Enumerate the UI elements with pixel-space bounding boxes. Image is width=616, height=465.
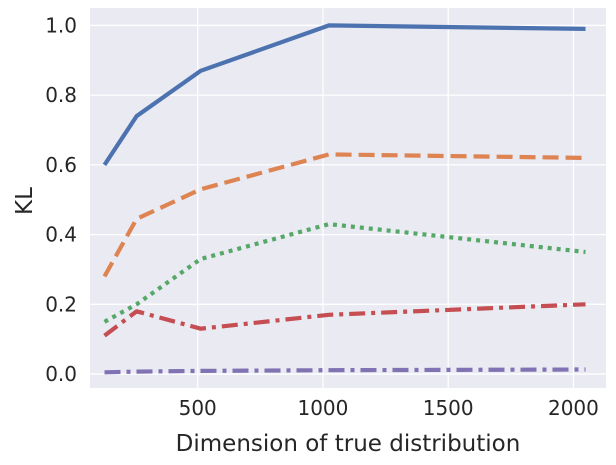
series-line-4 xyxy=(103,302,586,338)
tick-labels: 500 1000 1500 2000 0.0 0.2 0.4 0.6 0.8 1.0 xyxy=(45,13,599,420)
y-tick-label: 0.4 xyxy=(45,223,77,247)
y-axis-label: KL xyxy=(12,187,38,215)
series-line-2 xyxy=(102,152,586,278)
y-tick-label: 0.8 xyxy=(45,83,77,107)
series-line-3 xyxy=(103,222,586,324)
x-tick-label: 1000 xyxy=(297,396,348,420)
series-line-1 xyxy=(102,23,586,167)
y-tick-label: 0.6 xyxy=(45,153,77,177)
x-tick-label: 500 xyxy=(179,396,217,420)
x-tick-label: 1500 xyxy=(423,396,474,420)
x-axis-label: Dimension of true distribution xyxy=(176,431,521,457)
series-line-5 xyxy=(104,367,586,375)
y-tick-label: 0.2 xyxy=(45,292,77,316)
y-tick-label: 0.0 xyxy=(45,362,77,386)
x-tick-label: 2000 xyxy=(548,396,599,420)
series-lines xyxy=(102,23,586,375)
grid-lines xyxy=(90,8,606,388)
y-tick-label: 1.0 xyxy=(45,13,77,37)
plot-area xyxy=(90,8,606,388)
